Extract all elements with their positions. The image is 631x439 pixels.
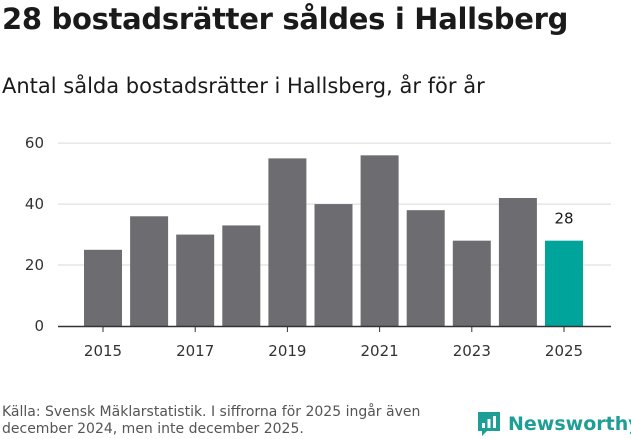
y-tick-label: 20: [25, 256, 44, 274]
data-label-2025: 28: [554, 210, 573, 228]
x-tick-label: 2017: [176, 342, 214, 360]
x-tick-label: 2023: [453, 342, 491, 360]
x-tick-label: 2015: [84, 342, 122, 360]
bar-2021: [360, 155, 399, 326]
brand-logo: Newsworthy: [476, 409, 631, 439]
x-tick-label: 2019: [268, 342, 306, 360]
y-tick-label: 60: [25, 134, 44, 152]
bar-2019: [268, 158, 307, 326]
bar-2015: [84, 249, 122, 326]
brand-name: Newsworthy: [508, 413, 631, 435]
bar-2020: [314, 204, 353, 326]
chart-subtitle: Antal sålda bostadsrätter i Hallsberg, å…: [2, 74, 485, 98]
source-note: Källa: Svensk Mäklarstatistik. I siffror…: [2, 404, 421, 437]
bar-2023: [452, 240, 491, 326]
newsworthy-logo-icon: [478, 412, 500, 436]
bar-2024: [498, 198, 537, 326]
bar-2016: [130, 216, 169, 326]
bar-chart: 0 20 40 60 2015 2017 2019 2021 2023 2025 28: [25, 134, 611, 360]
y-tick-label: 40: [25, 195, 44, 213]
chart-title: 28 bostadsrätter såldes i Hallsberg: [2, 2, 569, 36]
labels: 0 20 40 60 2015 2017 2019 2021 2023 2025 28: [25, 134, 583, 360]
bar-2025: [545, 240, 583, 326]
x-tick-label: 2025: [545, 342, 583, 360]
y-tick-label: 0: [34, 317, 44, 335]
bar-2022: [406, 210, 445, 326]
bars: [84, 155, 583, 326]
bar-2018: [222, 225, 261, 326]
bar-2017: [176, 234, 215, 326]
x-tick-label: 2021: [361, 342, 399, 360]
axes: [58, 325, 611, 332]
